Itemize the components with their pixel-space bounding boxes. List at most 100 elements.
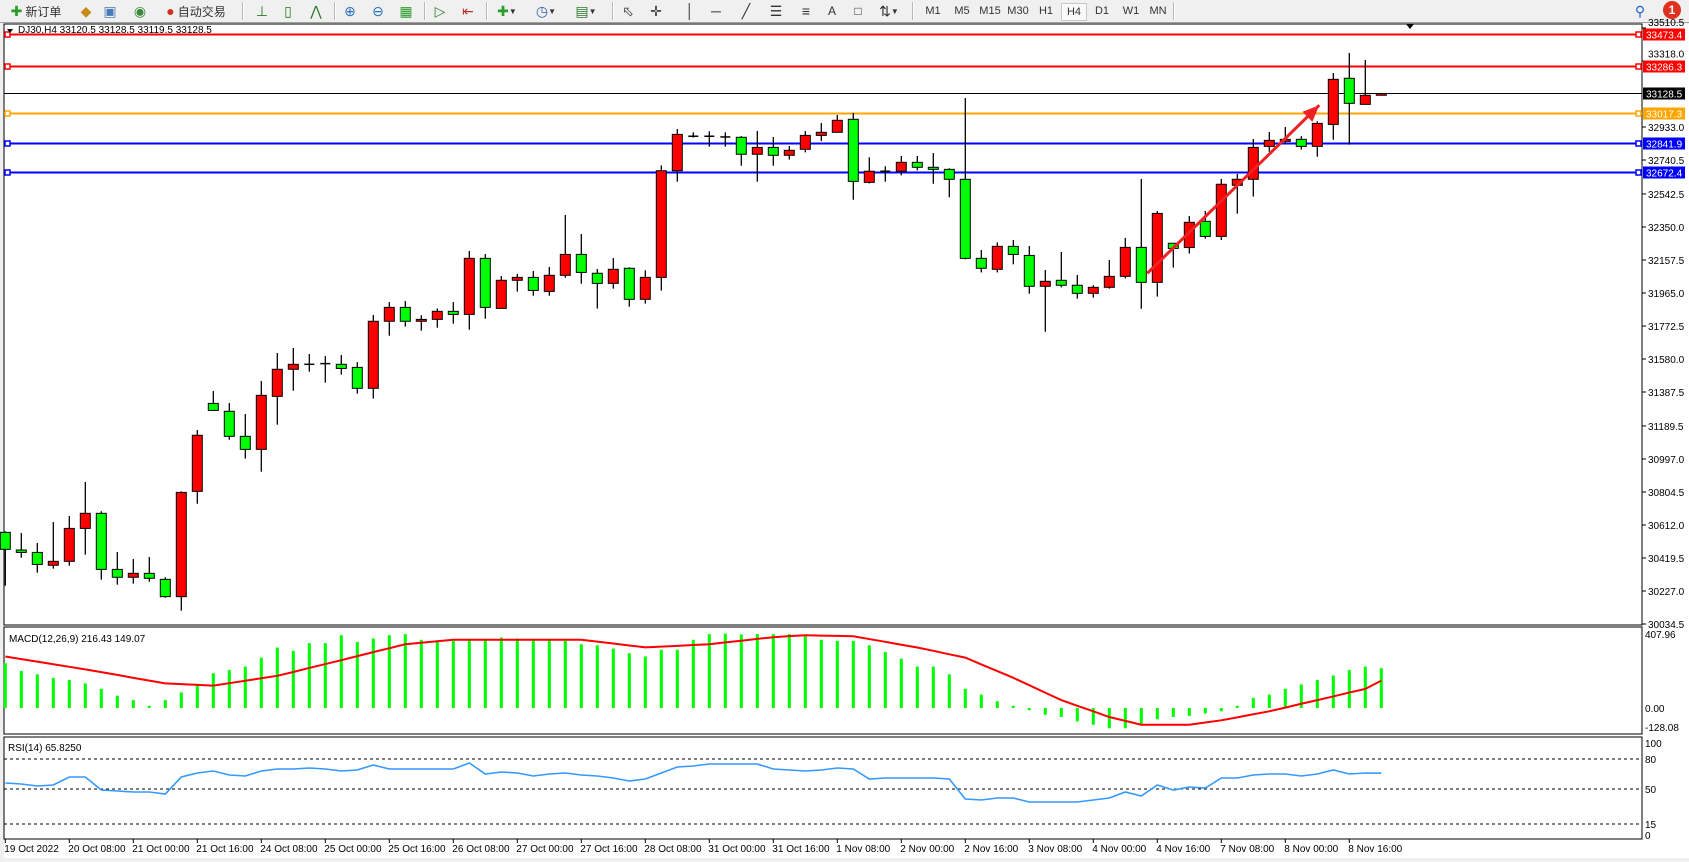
navigator-button[interactable]: ◉ (130, 2, 150, 20)
notifications-badge[interactable]: 1 (1663, 1, 1681, 19)
candle-bear (735, 136, 747, 155)
macd-histogram-bar (131, 700, 135, 708)
macd-histogram-bar (579, 644, 583, 708)
arrows-dropdown[interactable]: ⇅ ▼ (874, 2, 904, 20)
timeframe-m15-button[interactable]: M15 (979, 5, 1001, 17)
macd-histogram-bar (899, 658, 903, 708)
auto-trading-button[interactable]: ● 自动交易 (158, 2, 234, 20)
zoom-in-button[interactable]: ⊕ (340, 2, 360, 20)
macd-tick-label: 0.00 (1645, 704, 1665, 715)
macd-histogram-bar (387, 635, 391, 708)
candle-bull (271, 368, 283, 397)
macd-histogram-bar (1283, 688, 1287, 708)
macd-histogram-bar (1203, 708, 1207, 714)
periods-dropdown[interactable]: ◷ ▼ (530, 2, 562, 20)
candle-bear (943, 168, 955, 180)
candle-bull (1215, 183, 1227, 237)
macd-histogram-bar (1123, 708, 1127, 729)
candlestick-button[interactable]: ▯ (278, 2, 298, 20)
chart-header-label: DJ30,H4 33120.5 33128.5 33119.5 33128.5 (18, 25, 212, 36)
timeframe-m5-button[interactable]: M5 (954, 5, 970, 17)
candle-bear (207, 402, 219, 411)
macd-histogram-bar (1155, 708, 1159, 720)
cursor-button[interactable]: ⬁ (618, 2, 638, 20)
chart-window[interactable] (4, 24, 1689, 858)
templates-dropdown[interactable]: ▤ ▼ (570, 2, 602, 20)
macd-histogram-bar (67, 680, 71, 708)
time-tick-label: 2 Nov 00:00 (900, 844, 954, 855)
macd-histogram-bar (643, 656, 647, 708)
auto-scroll-button[interactable]: ▷ (430, 2, 450, 20)
macd-histogram-bar (867, 645, 871, 708)
tile-windows-button[interactable]: ▦ (396, 2, 416, 20)
timeframe-h1-button[interactable]: H1 (1038, 5, 1054, 17)
toolbar-separator (334, 2, 336, 20)
macd-histogram-bar (147, 705, 151, 708)
timeframe-d1-button[interactable]: D1 (1094, 5, 1110, 17)
candle-bull (79, 512, 91, 529)
macd-histogram-bar (531, 639, 535, 708)
trendline-button[interactable]: ╱ (736, 2, 756, 20)
candle-bull (1375, 92, 1387, 96)
timeframe-m30-button[interactable]: M30 (1007, 5, 1029, 17)
macd-histogram-bar (1219, 708, 1223, 712)
new-order-button[interactable]: ✚ 新订单 (4, 2, 68, 20)
macd-histogram-bar (659, 649, 663, 708)
text-button[interactable]: A (822, 2, 842, 20)
chevron-down-icon: ▼ (890, 6, 899, 16)
rsi-tick-label: 80 (1645, 755, 1657, 766)
macd-histogram-bar (947, 674, 951, 708)
macd-histogram-bar (979, 694, 983, 708)
timeframe-h4-button[interactable]: H4 (1061, 3, 1087, 21)
candle-bear (95, 512, 107, 570)
horizontal-line-button[interactable]: ─ (706, 2, 726, 20)
macd-histogram-bar (1363, 666, 1367, 708)
price-line-label-box (1643, 28, 1685, 41)
line-handle (4, 110, 11, 117)
vertical-line-button[interactable]: │ (680, 2, 700, 20)
candle-bear (1295, 138, 1307, 147)
crosshair-button[interactable]: ✛ (646, 2, 666, 20)
macd-histogram-bar (339, 635, 343, 708)
data-window-icon: ▣ (103, 3, 117, 19)
market-watch-button[interactable]: ◆ (76, 2, 96, 20)
chart-shift-button[interactable]: ⇤ (458, 2, 478, 20)
macd-histogram-bar (435, 642, 439, 708)
timeframe-m1-button[interactable]: M1 (925, 5, 941, 17)
macd-histogram-bar (291, 650, 295, 708)
price-tick-label: 30804.5 (1648, 488, 1685, 499)
search-button[interactable]: ⚲ (1630, 2, 1650, 20)
zoom-in-icon: ⊕ (344, 3, 356, 19)
timeframe-w1-button[interactable]: W1 (1122, 5, 1140, 17)
main-panel-frame (3, 23, 1643, 626)
line-chart-button[interactable]: ⋀ (306, 2, 326, 20)
tile-windows-icon: ▦ (399, 3, 413, 19)
fibonacci-button[interactable]: ☰ (766, 2, 786, 20)
fibonacci-fan-icon: ≡ (801, 3, 811, 19)
candle-bull (255, 394, 267, 450)
data-window-button[interactable]: ▣ (100, 2, 120, 20)
zoom-out-button[interactable]: ⊖ (368, 2, 388, 20)
price-tick-label: 33318.0 (1648, 50, 1685, 61)
price-tick-label: 32350.0 (1648, 223, 1685, 234)
candle-bear (447, 310, 459, 315)
price-tick-label: 31580.0 (1648, 355, 1685, 366)
candle-bear (111, 568, 123, 578)
chart-shift-icon: ⇤ (462, 3, 474, 19)
macd-histogram-bar (51, 677, 55, 708)
macd-histogram-bar (179, 692, 183, 708)
chevron-down-icon: ▼ (588, 6, 597, 16)
candle-bull (47, 560, 59, 566)
timeframe-mn-button[interactable]: MN (1149, 5, 1167, 17)
fibonacci-fan-button[interactable]: ≡ (796, 2, 816, 20)
line-handle (4, 31, 11, 38)
rsi-tick-label: 100 (1645, 739, 1662, 750)
time-tick-label: 24 Oct 08:00 (260, 844, 318, 855)
candle-bull (1087, 286, 1099, 294)
macd-histogram-bar (675, 649, 679, 708)
price-line-label-box (1643, 107, 1685, 120)
bar-chart-button[interactable]: ⊥ (252, 2, 272, 20)
text-label-button[interactable]: □ (848, 2, 868, 20)
indicators-dropdown[interactable]: ✚ ▼ (492, 2, 522, 20)
